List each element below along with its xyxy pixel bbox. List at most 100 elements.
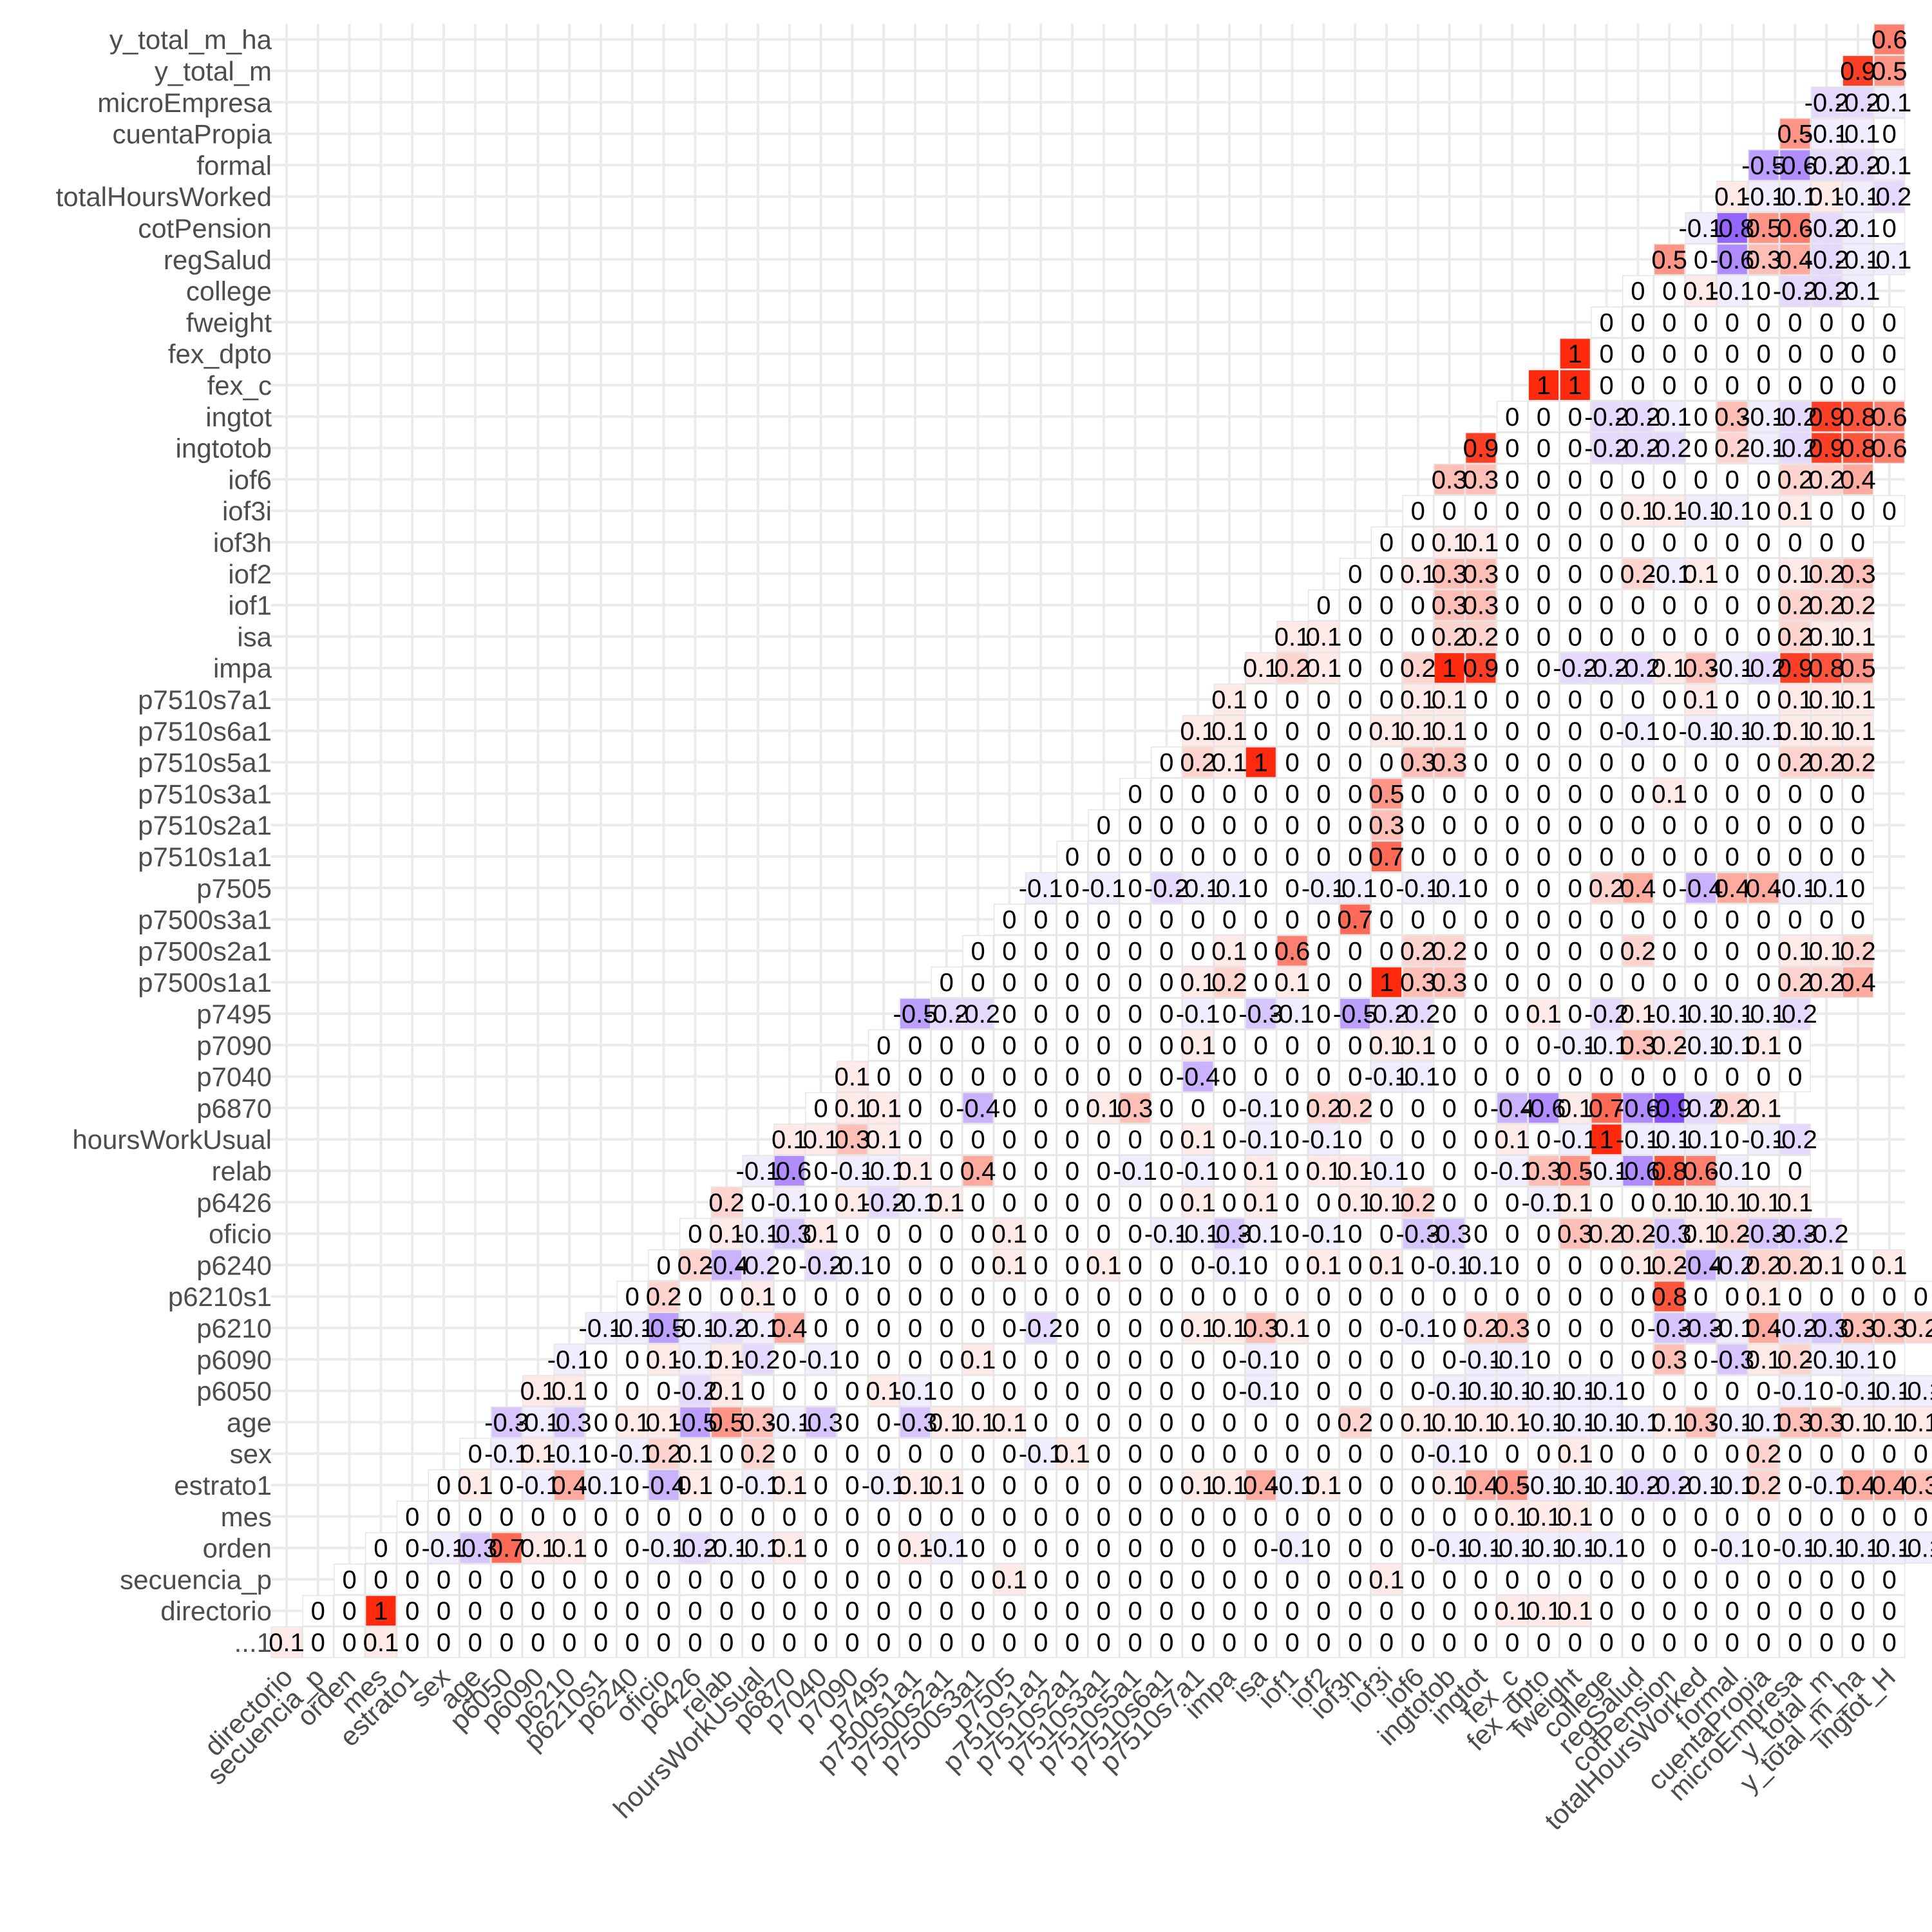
cell-value-label: 0.2 [1274,654,1311,683]
y-tick-label: y_total_m [155,56,272,86]
y-tick-label: p7505 [196,873,272,904]
heatmap-cell [459,1626,491,1658]
cell-value-label: 0 [1599,1346,1613,1374]
heatmap-cell [1056,1626,1088,1658]
cell-value-label: 0 [1254,1440,1268,1468]
heatmap-cell [1559,1469,1591,1501]
cell-value-label: 0 [1882,1566,1897,1594]
cell-value-label: 0 [342,1566,356,1594]
cell-value-label: 0 [1191,937,1205,965]
cell-value-label: 0.1 [1494,1126,1530,1154]
cell-value-label: 0 [1034,1220,1048,1249]
cell-value-label: 0 [1473,811,1488,840]
cell-value-label: 0 [1851,1566,1865,1594]
cell-value-label: 0.1 [1714,1189,1750,1217]
heatmap-cell [1716,1563,1748,1595]
cell-value-label: 0 [1537,717,1551,746]
cell-value-label: 0.1 [1337,1189,1373,1217]
cell-value-label: 0 [1631,623,1645,651]
heatmap-cell [1150,1406,1182,1438]
cell-value-label: 0 [594,1535,608,1563]
cell-value-label: 0 [1348,1597,1362,1625]
heatmap-cell [522,1469,554,1501]
cell-value-label: -0.2 [1773,1126,1817,1154]
cell-value-label: 0 [1756,1157,1770,1186]
heatmap-cell [773,1501,806,1533]
cell-value-label: 1 [1568,372,1582,400]
cell-value-label: 0.1 [1808,937,1844,965]
heatmap-cell [1370,1595,1403,1627]
cell-value-label: 0.2 [1432,623,1468,651]
cell-value-label: 0 [1473,780,1488,808]
cell-value-label: 0 [971,1597,985,1625]
cell-value-label: 0 [1537,686,1551,714]
cell-value-label: 0 [1285,1063,1299,1092]
heatmap-cell [1276,1437,1309,1470]
heatmap-cell [365,1626,397,1658]
cell-value-label: 0 [1128,875,1142,903]
heatmap-cell [1119,1406,1151,1438]
heatmap-cell [491,1406,523,1438]
heatmap-cell [1434,1532,1466,1564]
cell-value-label: 0 [1599,1189,1613,1217]
heatmap-cell [1905,1532,1932,1564]
heatmap-cell [1402,1595,1434,1627]
cell-value-label: 0.3 [1557,1220,1593,1249]
heatmap-cell [1119,1532,1151,1564]
cell-value-label: 0 [1348,1251,1362,1280]
cell-value-label: 0.1 [708,1378,744,1406]
y-tick-label: ingtot [205,402,272,432]
cell-value-label: 0 [1097,1157,1111,1186]
cell-value-label: 0 [1285,749,1299,777]
heatmap-cell [553,1437,585,1470]
cell-value-label: 0 [1631,1566,1645,1594]
heatmap-cell [1622,1469,1654,1501]
cell-value-label: 0 [594,1440,608,1468]
cell-value-label: 0 [1128,1000,1142,1028]
y-tick-label: fex_dpto [168,339,272,369]
y-tick-label: estrato1 [174,1470,272,1501]
cell-value-label: 0 [688,1629,702,1657]
heatmap-cell [553,1375,585,1407]
y-tick-label: impa [213,653,272,683]
heatmap-cell [396,1563,428,1595]
cell-value-label: -0.1 [1710,278,1754,306]
cell-value-label: 0 [468,1440,482,1468]
heatmap-cell [270,1626,303,1658]
cell-value-label: 0 [1316,1032,1331,1060]
cell-value-label: 0.8 [1840,435,1876,463]
cell-value-label: 0 [1411,497,1425,526]
cell-value-label: 0 [1537,592,1551,620]
y-tick-label: p6870 [196,1093,272,1123]
heatmap-cell [648,1626,680,1658]
heatmap-cell [648,1595,680,1627]
cell-value-label: 0 [1159,1000,1173,1028]
cell-value-label: 0 [1819,1629,1833,1657]
cell-value-label: 1 [1537,372,1551,400]
heatmap-cell [1873,1563,1906,1595]
cell-value-label: 0 [782,1566,797,1594]
heatmap-cell [1591,1563,1623,1595]
heatmap-cell [1434,1406,1466,1438]
cell-value-label: 0.1 [1211,1472,1247,1500]
cell-value-label: -0.1 [1553,1126,1597,1154]
heatmap-cell [742,1437,774,1470]
heatmap-cell [1748,1563,1780,1595]
cell-value-label: 0 [1599,780,1613,808]
heatmap-cell [1496,1595,1528,1627]
cell-value-label: 0 [1568,906,1582,934]
cell-value-label: 0.1 [1368,1189,1405,1217]
cell-value-label: 0 [1128,1503,1142,1531]
cell-value-label: 0 [1222,1346,1236,1374]
heatmap-cell [1088,1406,1120,1438]
cell-value-label: 0 [1254,717,1268,746]
heatmap-cell [1559,1626,1591,1658]
heatmap-cell [648,1532,680,1564]
cell-value-label: 0 [1473,1220,1488,1249]
cell-value-label: 0 [1756,560,1770,589]
cell-value-label: 0.1 [1306,623,1342,651]
cell-value-label: 0 [1599,906,1613,934]
cell-value-label: 0.3 [1400,749,1436,777]
cell-value-label: 0 [1505,811,1519,840]
cell-value-label: 0 [1159,1157,1173,1186]
